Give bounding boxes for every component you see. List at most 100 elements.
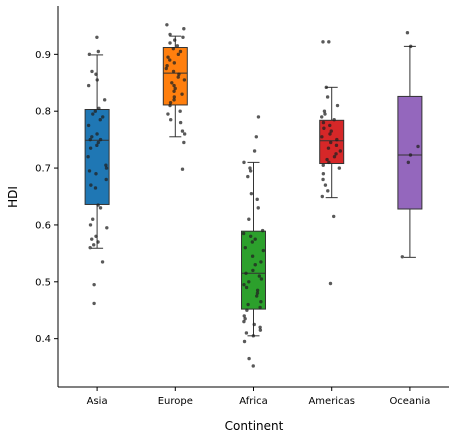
data-point-asia (95, 78, 99, 82)
data-point-asia (104, 163, 108, 167)
data-point-americas (335, 137, 339, 142)
y-tick-label: 0.7 (35, 164, 51, 175)
data-point-africa (256, 206, 260, 210)
data-point-americas (328, 123, 332, 128)
data-point-europe (173, 86, 177, 91)
data-point-europe (180, 129, 185, 133)
data-point-asia (105, 226, 109, 230)
data-point-africa (254, 135, 259, 139)
data-point-europe (171, 69, 176, 74)
data-point-africa (253, 263, 257, 267)
data-point-oceania (406, 160, 411, 165)
data-point-africa (249, 191, 254, 196)
data-point-americas (332, 154, 337, 159)
data-point-africa (261, 248, 266, 253)
data-point-europe (176, 52, 181, 57)
data-point-africa (243, 245, 247, 250)
data-point-africa (247, 217, 251, 221)
data-point-europe (182, 132, 187, 136)
data-point-americas (334, 143, 339, 148)
data-point-africa (252, 149, 257, 153)
data-point-europe (164, 66, 168, 71)
data-point-africa (259, 260, 263, 264)
data-point-europe (172, 89, 176, 93)
data-point-asia (96, 140, 101, 145)
data-point-africa (247, 280, 251, 284)
data-point-europe (182, 27, 186, 31)
data-point-asia (98, 206, 103, 210)
data-point-asia (94, 72, 98, 76)
data-point-americas (321, 172, 326, 176)
data-point-asia (93, 186, 98, 190)
data-point-asia (88, 146, 93, 150)
box-oceania (397, 95, 423, 210)
data-point-asia (100, 260, 105, 264)
data-point-europe (175, 44, 180, 48)
data-point-africa (251, 268, 255, 273)
data-point-americas (323, 112, 327, 116)
data-point-asia (95, 143, 99, 148)
data-point-africa (257, 274, 262, 278)
data-point-asia (96, 203, 100, 207)
data-point-africa (242, 160, 246, 165)
data-point-asia (88, 245, 92, 250)
data-point-americas (326, 189, 330, 193)
y-ticks: 0.4 0.5 0.6 0.7 0.8 0.9 (35, 50, 58, 345)
data-point-africa (241, 231, 246, 236)
x-axis-title: Continent (225, 419, 284, 433)
data-point-asia (88, 223, 93, 227)
data-point-africa (253, 237, 257, 241)
x-tick-label-africa: Africa (239, 396, 268, 407)
data-point-asia (95, 35, 99, 39)
data-point-americas (320, 135, 324, 139)
data-point-europe (170, 81, 174, 85)
data-point-africa (256, 115, 261, 119)
data-point-africa (247, 356, 251, 361)
data-point-asia (89, 183, 93, 187)
data-point-asia (95, 132, 99, 136)
data-point-asia (104, 177, 108, 182)
boxes-layer (84, 35, 423, 337)
data-point-asia (91, 112, 95, 116)
data-point-africa (246, 302, 250, 307)
data-point-africa (248, 234, 253, 239)
points-layer (86, 23, 420, 368)
data-point-asia (94, 234, 98, 239)
data-point-asia (101, 115, 105, 119)
data-point-asia (87, 169, 92, 173)
data-point-africa (248, 166, 252, 170)
data-point-europe (165, 23, 169, 27)
data-point-europe (180, 92, 184, 96)
data-point-africa (255, 294, 259, 298)
data-point-africa (255, 291, 260, 295)
y-tick-label: 0.6 (35, 220, 51, 231)
y-tick-label: 0.8 (35, 107, 51, 118)
data-point-europe (176, 75, 180, 79)
data-point-asia (92, 243, 96, 247)
data-point-asia (87, 52, 92, 57)
x-ticks: Asia Europe Africa Americas Oceania (87, 387, 430, 407)
data-point-asia (92, 301, 96, 306)
data-point-europe (172, 83, 176, 88)
data-point-europe (168, 100, 173, 105)
data-point-oceania (405, 31, 410, 35)
data-point-europe (178, 109, 182, 113)
data-point-africa (259, 300, 263, 304)
data-point-americas (326, 146, 331, 150)
data-point-europe (172, 95, 177, 99)
data-point-americas (332, 118, 336, 122)
data-point-asia (98, 137, 103, 142)
data-point-asia (96, 240, 100, 244)
data-point-africa (251, 334, 256, 338)
data-point-europe (182, 140, 186, 145)
data-point-africa (258, 328, 263, 332)
data-point-africa (252, 322, 256, 327)
data-point-africa (248, 169, 253, 173)
data-point-europe (169, 118, 173, 122)
data-point-americas (322, 126, 326, 130)
data-point-europe (178, 49, 183, 54)
data-point-asia (86, 83, 91, 88)
data-point-europe (171, 46, 176, 51)
data-point-americas (334, 152, 338, 156)
data-point-africa (255, 288, 260, 293)
